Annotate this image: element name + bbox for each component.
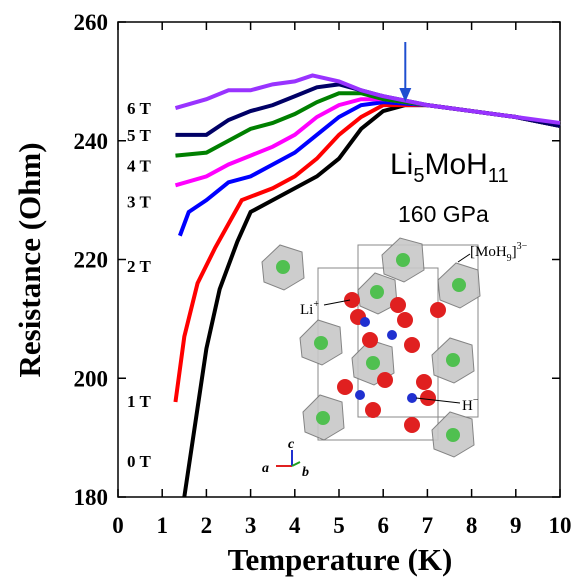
x-axis-title: Temperature (K) bbox=[228, 542, 453, 577]
axis-c-label: c bbox=[288, 437, 295, 452]
x-tick-label: 4 bbox=[289, 513, 301, 538]
series-label: 5 T bbox=[127, 126, 151, 145]
compound-sub: 5 bbox=[413, 165, 424, 187]
cluster-label: [MoH9]3− bbox=[470, 241, 528, 264]
label-sup: 3− bbox=[517, 241, 528, 252]
series-label: 6 T bbox=[127, 99, 151, 118]
x-tick-label: 10 bbox=[549, 513, 572, 538]
li-label: Li+ bbox=[300, 299, 319, 318]
x-tick-label: 6 bbox=[377, 513, 389, 538]
label-sup: + bbox=[313, 299, 319, 310]
x-tick-label: 2 bbox=[201, 513, 213, 538]
series-label: 2 T bbox=[127, 257, 151, 276]
label-part: H bbox=[462, 398, 473, 414]
h-label: H− bbox=[462, 395, 479, 414]
compound: Li5MoH11 bbox=[390, 148, 509, 187]
x-tick-label: 0 bbox=[112, 513, 124, 538]
series-label: 1 T bbox=[127, 392, 151, 411]
series-label: 4 T bbox=[127, 157, 151, 176]
x-tick-label: 1 bbox=[156, 513, 168, 538]
x-tick-label: 7 bbox=[422, 513, 434, 538]
y-tick-label: 240 bbox=[74, 129, 109, 154]
x-tick-label: 8 bbox=[466, 513, 478, 538]
y-tick-label: 180 bbox=[74, 485, 109, 510]
chart: Temperature (K) Resistance (Ohm) Li5MoH1… bbox=[0, 0, 584, 585]
y-tick-label: 260 bbox=[74, 10, 109, 35]
x-tick-label: 9 bbox=[510, 513, 522, 538]
y-axis-title: Resistance (Ohm) bbox=[12, 142, 47, 377]
crystal-inset: [MoH9]3− Li+ H− a b c bbox=[262, 238, 528, 480]
y-tick-label: 200 bbox=[74, 366, 109, 391]
axis-a-label: a bbox=[262, 461, 269, 476]
series-label: 0 T bbox=[127, 452, 151, 471]
x-tick-label: 3 bbox=[245, 513, 257, 538]
x-tick-label: 5 bbox=[333, 513, 345, 538]
compound-part: MoH bbox=[424, 148, 487, 181]
y-tick-label: 220 bbox=[74, 248, 109, 273]
label-sup: − bbox=[473, 395, 479, 406]
pressure: 160 GPa bbox=[398, 201, 489, 227]
pointer-line bbox=[458, 254, 470, 262]
label-part: Li bbox=[300, 302, 313, 318]
compound-sub: 11 bbox=[488, 165, 509, 187]
compound-part: Li bbox=[390, 148, 413, 181]
axis-b-label: b bbox=[302, 465, 309, 480]
axis-b bbox=[292, 462, 300, 466]
label-part: [MoH bbox=[470, 244, 507, 260]
series-label: 3 T bbox=[127, 192, 151, 211]
